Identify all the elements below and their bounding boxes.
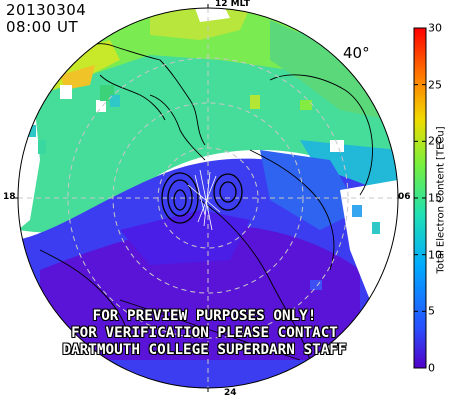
colorbar-tick-label: 10 xyxy=(428,248,442,262)
watermark-line-1: FOR PREVIEW PURPOSES ONLY! xyxy=(92,308,317,324)
colorbar-ticks xyxy=(414,27,426,369)
mlt-label-bottom: 24 xyxy=(224,388,237,398)
colorbar-tick-label: 0 xyxy=(428,361,435,375)
watermark-line-3: DARTMOUTH COLLEGE SUPERDARN STAFF xyxy=(62,342,347,358)
colorbar-tick-label: 5 xyxy=(428,304,435,318)
colorbar-tick-label: 20 xyxy=(428,134,442,148)
date-label: 20130304 xyxy=(6,1,87,19)
time-label: 08:00 UT xyxy=(6,18,79,36)
mlt-label-top: 12 MLT xyxy=(215,0,250,9)
latitude-label: 40° xyxy=(343,44,370,62)
mlt-label-left: 18 xyxy=(3,192,16,202)
tec-data-layer xyxy=(18,8,398,388)
watermark-line-2: FOR VERIFICATION PLEASE CONTACT xyxy=(71,325,338,341)
colorbar-tick-label: 30 xyxy=(428,21,442,35)
colorbar-tick-label: 15 xyxy=(428,191,442,205)
colorbar-tick-label: 25 xyxy=(428,78,442,92)
mlt-label-right: 06 xyxy=(398,192,411,202)
